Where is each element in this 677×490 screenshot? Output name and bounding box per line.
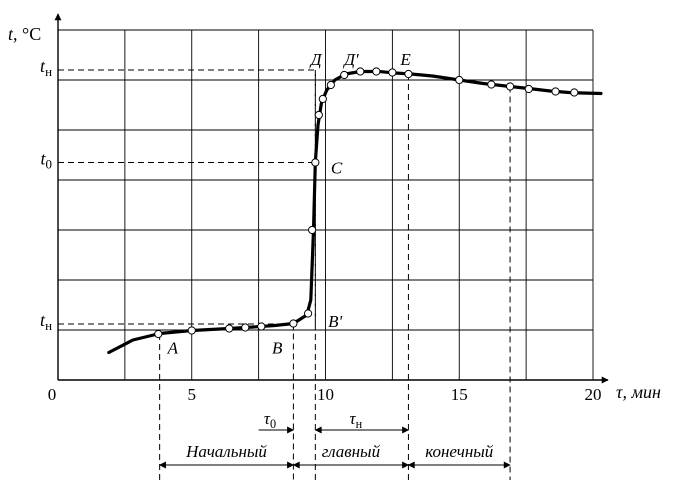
x-tick-label: 5 <box>188 385 197 404</box>
point-C: C <box>331 159 343 178</box>
period-intervals: τ0 τн Начальный главный конечный <box>158 409 511 469</box>
tau-zero-label: τ0 <box>264 409 276 431</box>
data-point <box>311 158 320 167</box>
period-main-label: главный <box>322 442 381 461</box>
tau-n-label: τн <box>350 409 363 431</box>
x-tick-label: 10 <box>317 385 334 404</box>
axes <box>54 13 609 384</box>
data-point <box>505 82 515 91</box>
data-point <box>318 94 327 104</box>
data-point <box>455 75 464 85</box>
data-point <box>154 329 163 339</box>
x-tick-label: 15 <box>451 385 468 404</box>
data-point <box>241 323 250 332</box>
data-point <box>225 324 234 333</box>
data-point <box>326 80 335 90</box>
x-tick-label: 20 <box>585 385 602 404</box>
x-tick-labels: 0 5 10 15 20 <box>48 385 602 404</box>
point-A: A <box>167 339 179 358</box>
data-point <box>487 80 496 89</box>
period-final-label: конечный <box>425 442 494 461</box>
x-tick-label: 0 <box>48 385 57 404</box>
point-D-prime: Д' <box>342 50 359 69</box>
data-point <box>404 69 413 79</box>
point-B: B <box>272 339 283 358</box>
data-point <box>340 70 349 80</box>
data-point <box>257 322 266 331</box>
period-initial-label: Начальный <box>185 442 267 461</box>
data-point <box>187 326 196 335</box>
data-point <box>314 110 323 120</box>
data-point <box>304 309 313 318</box>
data-point <box>289 319 298 328</box>
point-D: Д <box>309 50 323 69</box>
data-point <box>524 84 533 94</box>
y-label-t-upper: tн <box>40 56 52 79</box>
y-label-t-zero: t0 <box>41 149 53 172</box>
data-markers <box>154 67 579 339</box>
data-point <box>356 67 365 76</box>
y-label-t-lower: tн <box>40 310 52 333</box>
data-point <box>308 225 317 235</box>
x-axis-label: τ, мин <box>616 382 661 402</box>
point-labels: A B B' C Д Д' E <box>167 50 412 358</box>
data-point <box>372 67 381 76</box>
data-point <box>551 87 560 96</box>
data-point <box>388 68 397 77</box>
data-point <box>570 88 579 97</box>
temperature-curve <box>107 69 603 355</box>
point-E: E <box>399 50 411 69</box>
grid <box>57 29 594 381</box>
curve-line <box>107 69 603 355</box>
point-B-prime: B' <box>328 312 342 331</box>
y-level-labels: tн t0 tн <box>40 56 52 333</box>
reference-lines <box>58 69 511 480</box>
y-axis-label: t, °C <box>8 24 41 44</box>
